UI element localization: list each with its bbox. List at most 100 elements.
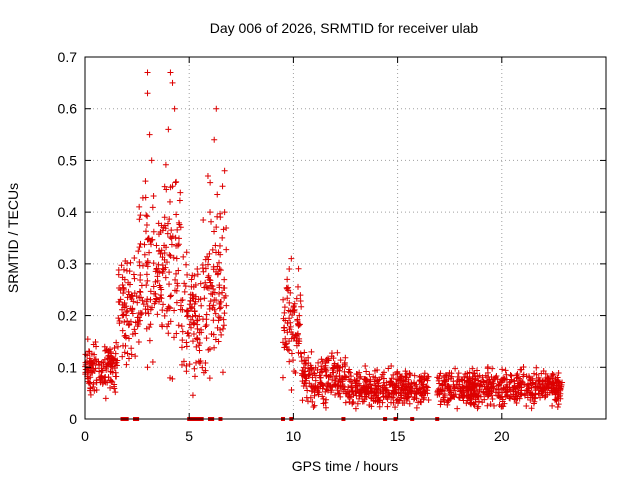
data-point [298,354,305,361]
data-point [366,371,373,378]
data-point [203,335,210,342]
data-point [130,271,137,278]
data-point [159,270,166,277]
data-point [393,397,400,404]
data-point [127,281,134,288]
data-point [296,338,303,345]
data-point [144,257,151,264]
data-point [119,274,126,281]
data-point [189,291,196,298]
data-point [217,299,224,306]
data-point [221,310,228,317]
data-point [283,343,290,350]
data-point [165,126,172,133]
data-point [144,213,151,220]
data-point [314,387,321,394]
data-point [199,364,206,371]
data-point [330,355,337,362]
data-point [172,234,179,241]
data-point [291,306,298,313]
data-point [108,378,115,385]
data-point [182,283,189,290]
data-point [99,374,106,381]
data-point [284,276,291,283]
data-point [179,337,186,344]
data-point [309,374,316,381]
data-point [533,364,540,371]
data-point [218,331,225,338]
data-point [331,362,338,369]
data-point [167,374,174,381]
data-point [468,401,475,408]
data-point [113,373,120,380]
data-point [162,274,169,281]
data-point [437,401,444,408]
data-point [284,295,291,302]
data-point [90,381,97,388]
data-point [525,373,532,380]
data-point [388,375,395,382]
data-point [124,307,131,314]
data-point [471,402,478,409]
data-point [215,317,222,324]
data-point [484,393,491,400]
data-point [132,319,139,326]
data-point [180,253,187,260]
data-point [362,376,369,383]
data-point [125,288,132,295]
data-point [334,349,341,356]
data-point [115,315,122,322]
data-point [82,351,89,358]
data-point [193,343,200,350]
data-point [122,334,129,341]
data-point [213,249,220,256]
data-point [323,367,330,374]
data-point [128,292,135,299]
data-point [379,371,386,378]
data-point [490,383,497,390]
data-point [163,186,170,193]
data-point [129,305,136,312]
data-point [496,401,503,408]
data-point [120,290,127,297]
data-point [147,306,154,313]
data-point [150,228,157,235]
data-point [342,399,349,406]
data-point [149,204,156,211]
data-point [104,361,111,368]
data-point [525,382,532,389]
data-point [212,310,219,317]
data-point [480,389,487,396]
data-point [398,385,405,392]
data-point [385,365,392,372]
data-point [174,226,181,233]
data-point [286,299,293,306]
data-point [474,394,481,401]
data-point [208,218,215,225]
data-point [288,387,295,394]
data-point [166,304,173,311]
data-point [397,394,404,401]
data-point [184,313,191,320]
data-point [154,277,161,284]
data-point [284,346,291,353]
data-point [320,400,327,407]
data-point [160,301,167,308]
data-point [421,376,428,383]
data-point [155,231,162,238]
chart-title: Day 006 of 2026, SRMTID for receiver ula… [210,20,479,36]
data-point [204,253,211,260]
data-point [545,384,552,391]
data-point [122,258,129,265]
data-point [336,390,343,397]
data-point [173,178,180,185]
data-point [532,395,539,402]
data-point [183,261,190,268]
data-point [319,358,326,365]
y-axis-label: SRMTID / TECUs [5,183,21,293]
data-point [136,216,143,223]
data-point [324,355,331,362]
data-point [187,316,194,323]
data-point [539,381,546,388]
axis-ticks: 0 0.1 0.2 0.3 0.4 0.5 0.6 0.7 0 5 10 15 20 [58,49,606,444]
